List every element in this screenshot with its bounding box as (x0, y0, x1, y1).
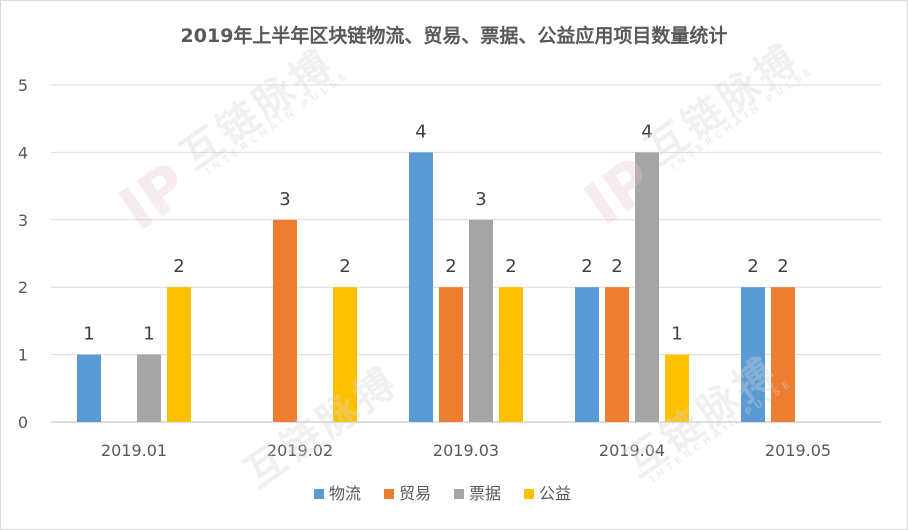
data-label: 2 (445, 256, 456, 277)
data-label: 2 (339, 256, 350, 277)
data-label: 3 (279, 189, 290, 210)
data-label: 4 (641, 121, 652, 142)
bar (333, 287, 357, 422)
x-tick-label: 2019.04 (599, 441, 665, 460)
bar (77, 354, 101, 422)
y-tick-label: 3 (18, 211, 28, 230)
bar (771, 287, 795, 422)
bar (469, 219, 493, 422)
bar (167, 287, 191, 422)
data-label: 2 (505, 256, 516, 277)
data-label: 1 (143, 324, 154, 345)
x-tick-label: 2019.02 (267, 441, 333, 460)
bar (665, 354, 689, 422)
y-tick-label: 1 (18, 346, 28, 365)
data-label: 2 (173, 256, 184, 277)
data-label: 2 (777, 256, 788, 277)
y-tick-label: 5 (18, 76, 28, 95)
bar (273, 219, 297, 422)
legend-swatch (454, 489, 464, 499)
legend-label: 公益 (539, 484, 571, 503)
x-tick-label: 2019.01 (101, 441, 167, 460)
chart-title: 2019年上半年区块链物流、贸易、票据、公益应用项目数量统计 (180, 25, 728, 47)
bar (499, 287, 523, 422)
data-label: 4 (415, 121, 426, 142)
legend-label: 贸易 (399, 484, 431, 503)
bar (741, 287, 765, 422)
x-tick-label: 2019.05 (765, 441, 831, 460)
y-tick-label: 0 (18, 413, 28, 432)
bar (635, 152, 659, 422)
legend-swatch (314, 489, 324, 499)
bar (575, 287, 599, 422)
legend-label: 物流 (329, 484, 361, 503)
x-tick-label: 2019.03 (433, 441, 499, 460)
data-label: 1 (83, 324, 94, 345)
y-tick-label: 4 (18, 143, 28, 162)
data-label: 3 (475, 189, 486, 210)
legend-swatch (524, 489, 534, 499)
data-label: 1 (671, 324, 682, 345)
bar (409, 152, 433, 422)
bar (439, 287, 463, 422)
data-label: 2 (611, 256, 622, 277)
data-label: 2 (581, 256, 592, 277)
bar (137, 354, 161, 422)
legend-label: 票据 (469, 484, 501, 503)
bar (605, 287, 629, 422)
data-label: 2 (747, 256, 758, 277)
y-tick-label: 2 (18, 278, 28, 297)
legend-swatch (384, 489, 394, 499)
